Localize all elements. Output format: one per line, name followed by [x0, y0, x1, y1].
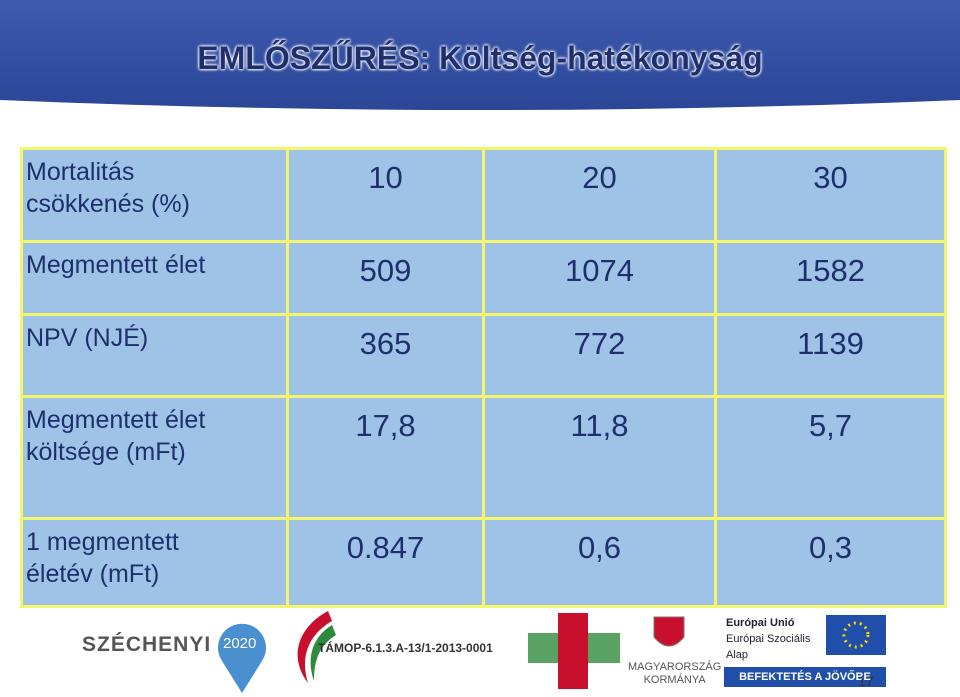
table-row: Megmentett élet 509 1074 1582 [20, 240, 947, 316]
slogan: BEFEKTETÉS A JÖVŐBE [724, 667, 886, 687]
row-label-line: életév (mFt) [26, 560, 160, 588]
row-label: Mortalitás csökkenés (%) [20, 147, 289, 243]
eu-line: Alap [726, 649, 749, 661]
eu-line: Európai Szociális [726, 633, 811, 645]
row-label-line: Megmentett élet [26, 251, 206, 279]
table-row: NPV (NJÉ) 365 772 1139 [20, 313, 947, 398]
gov-line: KORMÁNYA [643, 674, 706, 686]
table-cell: 365 [286, 313, 485, 398]
header-band [0, 0, 960, 110]
footer: SZÉCHENYI 2020 TÁMOP-6.1.3.A-13/1-2013-0… [0, 605, 960, 697]
row-label: Megmentett élet költsége (mFt) [20, 395, 289, 520]
table-cell: 17,8 [286, 395, 485, 520]
logo-text: 2020 [223, 635, 257, 652]
eu-flag [826, 615, 886, 655]
eu-text: Európai Unió Európai Szociális Alap [726, 615, 810, 663]
gov-text: MAGYARORSZÁG KORMÁNYA [628, 661, 721, 687]
table-row: Mortalitás csökkenés (%) 10 20 30 [20, 147, 947, 243]
table-cell: 0,3 [714, 517, 947, 608]
row-label-line: Megmentett élet [26, 406, 206, 434]
table-cell: 0,6 [482, 517, 717, 608]
row-label-line: költsége (mFt) [26, 438, 186, 466]
table-cell: 10 [286, 147, 485, 243]
slide-title: EMLŐSZŰRÉS: Költség-hatékonyság [197, 40, 763, 76]
table-cell: 11,8 [482, 395, 717, 520]
row-label-line: 1 megmentett [26, 528, 179, 556]
table-cell: 1139 [714, 313, 947, 398]
coat-of-arms [653, 616, 685, 647]
table-cell: 20 [482, 147, 717, 243]
table-cell: 0.847 [286, 517, 485, 608]
table-row: Megmentett élet költsége (mFt) 17,8 11,8 5,7 [20, 395, 947, 520]
table-cell: 772 [482, 313, 717, 398]
logo-icon [218, 623, 266, 693]
page-number: 17 [858, 673, 874, 689]
table-cell: 1074 [482, 240, 717, 316]
table-cell: 509 [286, 240, 485, 316]
table-cell: 30 [714, 147, 947, 243]
logo-text: SZÉCHENYI [82, 633, 212, 656]
logo-icon [528, 613, 620, 689]
gov-line: MAGYARORSZÁG [628, 661, 722, 673]
project-code: TÁMOP-6.1.3.A-13/1-2013-0001 [318, 641, 493, 655]
table-cell: 1582 [714, 240, 947, 316]
logo-icon [297, 611, 336, 683]
row-label: NPV (NJÉ) [20, 313, 289, 398]
eu-line: Európai Unió [726, 617, 795, 629]
row-label: Megmentett élet [20, 240, 289, 316]
row-label-line: NPV (NJÉ) [26, 324, 149, 352]
table-row: 1 megmentett életév (mFt) 0.847 0,6 0,3 [20, 517, 947, 608]
row-label-line: csökkenés (%) [26, 190, 190, 218]
table-cell: 5,7 [714, 395, 947, 520]
data-table: Mortalitás csökkenés (%) 10 20 30 Megmentett … [20, 147, 947, 608]
row-label-line: Mortalitás [26, 158, 135, 186]
row-label: 1 megmentett életév (mFt) [20, 517, 289, 608]
